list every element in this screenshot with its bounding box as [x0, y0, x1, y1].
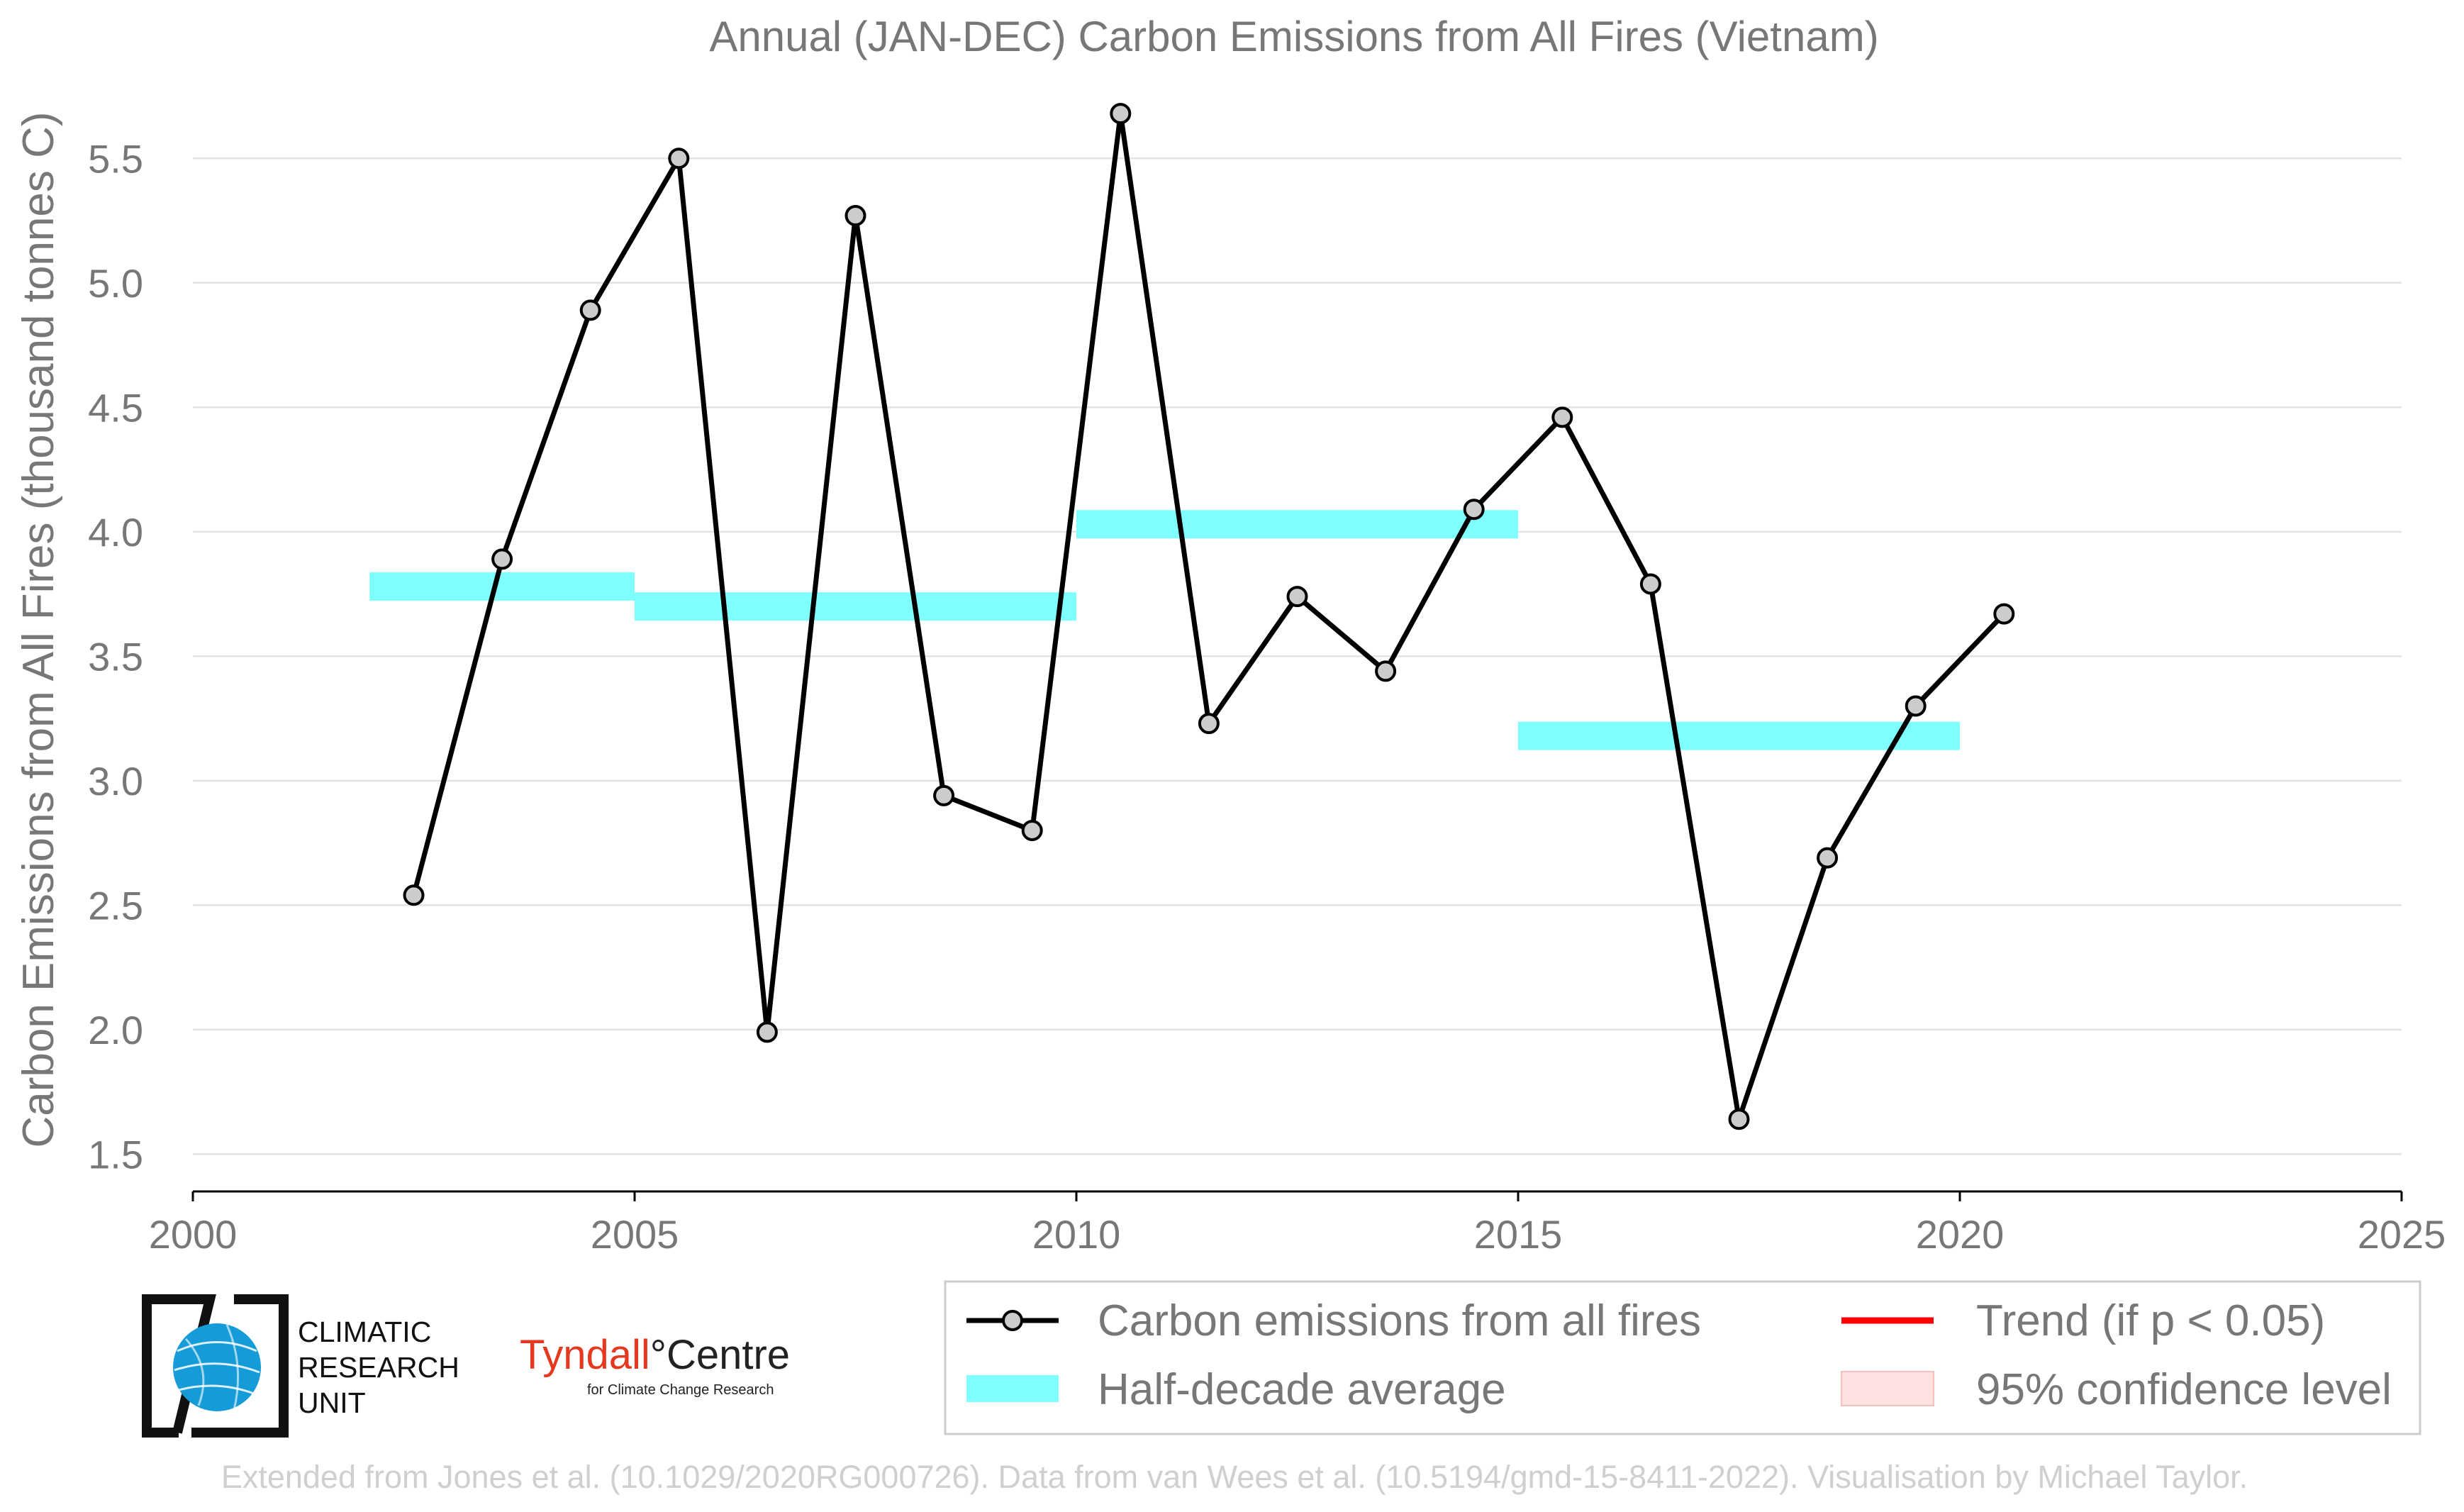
data-point [1463, 499, 1485, 521]
legend-line-marker-swatch [966, 1310, 1059, 1331]
cru-logo-line-3: UNIT [298, 1386, 366, 1419]
y-tick-label: 2.0 [88, 1008, 143, 1052]
data-point [756, 1021, 778, 1043]
data-point [1728, 1108, 1750, 1130]
y-tick-label: 1.5 [88, 1132, 143, 1177]
cru-logo-line-2: RESEARCH [298, 1351, 459, 1384]
data-point [844, 205, 866, 227]
data-point [1905, 695, 1927, 717]
x-axis: 2000 2005 2010 2015 2020 2025 [149, 1190, 2446, 1257]
y-tick-label: 4.0 [88, 510, 143, 555]
data-point [579, 299, 601, 321]
x-tick-label: 2020 [1916, 1212, 2005, 1257]
x-tick-label: 2000 [149, 1212, 238, 1257]
data-point [1639, 573, 1661, 595]
x-tick-label: 2015 [1474, 1212, 1563, 1257]
y-tick-label: 5.5 [88, 136, 143, 181]
data-point [1110, 103, 1132, 125]
emissions-series [403, 103, 2015, 1130]
data-point [1021, 820, 1043, 842]
cru-logo: CLIMATIC RESEARCH UNIT [142, 1294, 459, 1438]
data-point [933, 784, 955, 806]
chart-title: Annual (JAN-DEC) Carbon Emissions from A… [709, 13, 1878, 60]
data-point [1375, 660, 1397, 682]
cru-logo-line-1: CLIMATIC [298, 1316, 431, 1348]
x-tick-label: 2005 [591, 1212, 679, 1257]
tyndall-logo: Tyndall°Centre for Climate Change Resear… [520, 1332, 790, 1398]
legend-label-half-decade: Half-decade average [1098, 1365, 1506, 1414]
data-point [1198, 713, 1220, 735]
data-point [1993, 603, 2015, 625]
y-axis-label: Carbon Emissions from All Fires (thousan… [14, 111, 63, 1147]
y-tick-label: 2.5 [88, 883, 143, 928]
legend: Carbon emissions from all fires Trend (i… [944, 1280, 2421, 1435]
data-point [1286, 586, 1308, 608]
data-point [668, 148, 690, 169]
half-decade-average-bar [1076, 510, 1518, 539]
y-tick-label: 5.0 [88, 261, 143, 306]
data-point [1551, 406, 1573, 428]
legend-label-trend: Trend (if p < 0.05) [1976, 1296, 2325, 1345]
y-tick-label: 3.5 [88, 634, 143, 679]
grid-lines [193, 157, 2402, 1155]
data-point [1817, 847, 1839, 869]
tyndall-logo-wordmark: Tyndall°Centre [520, 1332, 790, 1378]
y-tick-label: 3.0 [88, 759, 143, 804]
legend-band-swatch [966, 1375, 1059, 1402]
half-decade-average-bands [369, 510, 1960, 750]
x-tick-label: 2010 [1032, 1212, 1121, 1257]
y-tick-label: 4.5 [88, 385, 143, 430]
half-decade-average-bar [1518, 721, 1960, 750]
data-point [491, 548, 513, 570]
legend-label-confidence: 95% confidence level [1976, 1365, 2392, 1414]
y-axis-tick-labels: 1.5 2.0 2.5 3.0 3.5 4.0 4.5 5.0 5.5 [88, 136, 143, 1177]
data-credit: Extended from Jones et al. (10.1029/2020… [221, 1459, 2248, 1495]
tyndall-logo-centre: °Centre [650, 1332, 790, 1378]
half-decade-average-bar [635, 592, 1076, 621]
legend-confidence-swatch [1841, 1371, 1934, 1406]
tyndall-logo-main: Tyndall [520, 1332, 650, 1378]
half-decade-average-bar [369, 572, 635, 601]
legend-frame [944, 1280, 2421, 1435]
data-point [403, 884, 425, 906]
legend-label-emissions: Carbon emissions from all fires [1098, 1296, 1701, 1345]
x-tick-label: 2025 [2358, 1212, 2446, 1257]
tyndall-logo-subtitle: for Climate Change Research [587, 1382, 774, 1398]
